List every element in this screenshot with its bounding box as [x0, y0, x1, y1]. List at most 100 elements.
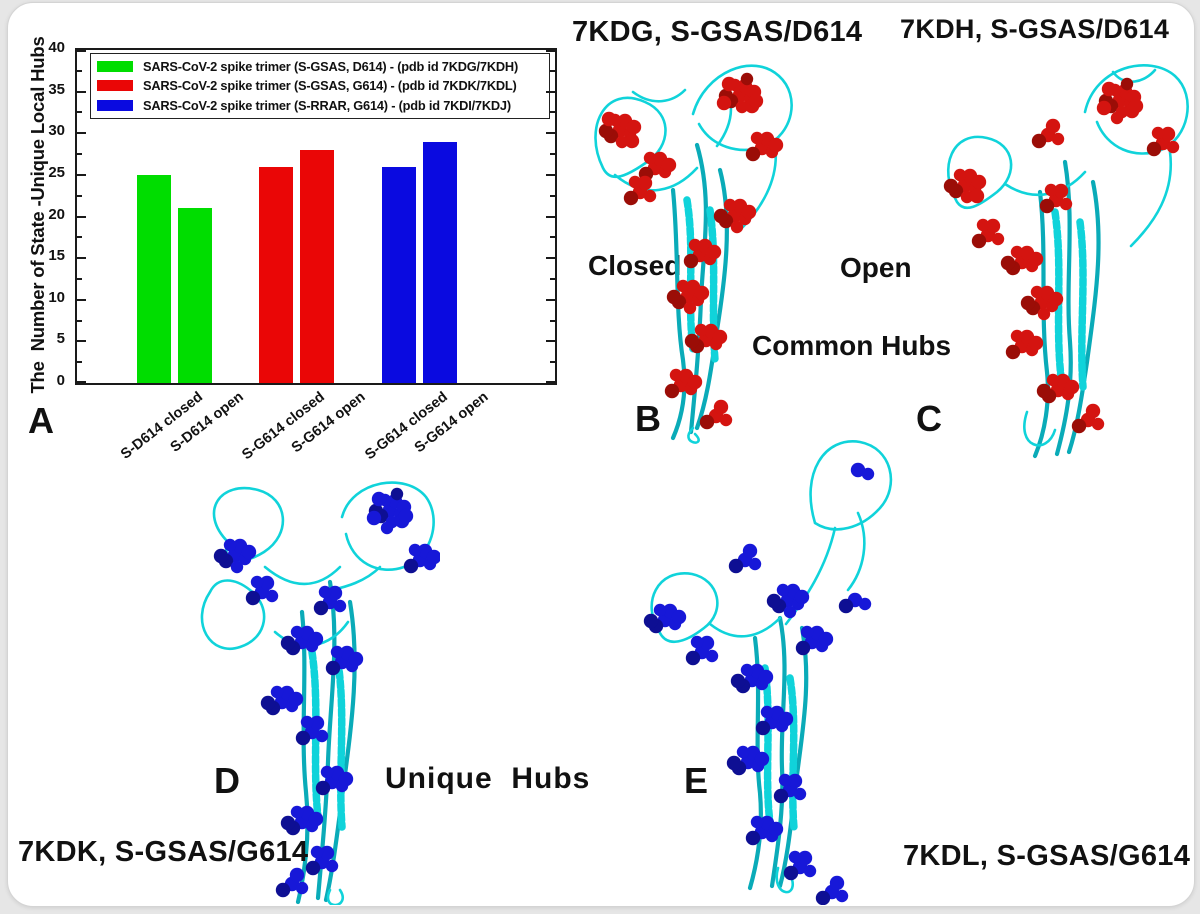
hub-sphere — [750, 131, 764, 145]
hub-sphere — [653, 603, 667, 617]
legend-row: SARS-CoV-2 spike trimer (S-GSAS, D614) -… — [97, 59, 543, 74]
y-axis-tick — [546, 90, 555, 93]
hub-sphere — [1044, 183, 1058, 197]
hub-sphere — [265, 589, 279, 603]
hub-sphere — [643, 151, 657, 165]
hub-sphere — [1128, 98, 1144, 114]
panel-c-state-label: Open — [840, 252, 912, 283]
y-tick-label: 5 — [56, 330, 65, 348]
hub-sphere — [315, 780, 331, 796]
bar-s-g614-closed-2 — [259, 166, 293, 383]
hub-sphere — [1028, 335, 1044, 351]
hub-sphere — [735, 100, 749, 114]
unique-hub-spheres — [280, 805, 324, 836]
common-hub-spheres — [666, 279, 710, 315]
ribbon-path — [786, 674, 798, 832]
ribbon-path — [761, 664, 774, 827]
hub-sphere — [794, 589, 810, 605]
hub-sphere — [788, 850, 802, 864]
common-hubs-annotation: Common Hubs — [752, 330, 952, 361]
unique-hub-spheres — [815, 875, 849, 905]
common-hub-spheres — [745, 131, 784, 162]
hub-sphere — [706, 244, 722, 260]
common-hub-spheres — [971, 218, 1005, 249]
ribbon-path — [775, 866, 794, 894]
hub-sphere — [676, 279, 690, 293]
hub-sphere — [1000, 255, 1016, 271]
legend-row: SARS-CoV-2 spike trimer (S-GSAS, G614) -… — [97, 78, 543, 93]
y-axis-tick — [77, 215, 86, 218]
hub-sphere — [1120, 77, 1134, 91]
hub-sphere — [1166, 140, 1180, 154]
hub-sphere — [943, 178, 959, 194]
y-axis-tick — [77, 257, 86, 260]
hub-sphere — [716, 95, 732, 111]
ribbon-path — [670, 187, 687, 441]
y-axis-tick — [550, 194, 555, 197]
hub-sphere — [643, 189, 657, 203]
ribbon-path — [1111, 68, 1157, 83]
hub-sphere — [1010, 245, 1024, 259]
legend-swatch — [97, 80, 133, 92]
unique-hub-spheres — [730, 663, 774, 694]
y-axis-tick — [77, 173, 86, 176]
unique-hub-spheres — [726, 745, 770, 776]
common-hub-spheres — [1071, 403, 1105, 434]
protein-structure-7kdl — [643, 440, 893, 905]
hub-sphere — [755, 720, 771, 736]
ribbon-path — [631, 88, 687, 103]
y-tick-label: 25 — [48, 163, 65, 181]
ribbon-path — [200, 579, 266, 650]
hub-sphere — [684, 333, 700, 349]
hub-sphere — [308, 631, 324, 647]
y-axis-tick — [550, 69, 555, 72]
hub-sphere — [803, 864, 817, 878]
y-axis-tick — [546, 50, 555, 52]
bar-s-g614-closed-4 — [382, 166, 416, 383]
hub-sphere — [971, 233, 987, 249]
hub-sphere — [338, 771, 354, 787]
hub-sphere — [726, 755, 742, 771]
ribbon-path — [1129, 150, 1173, 248]
ribbon-path — [594, 96, 667, 179]
y-tick-label: 15 — [48, 247, 65, 265]
y-axis-tick — [550, 319, 555, 322]
unique-hub-spheres — [305, 845, 339, 876]
hub-sphere — [713, 399, 729, 415]
y-axis-tick — [550, 277, 555, 280]
unique-hub-spheres — [325, 645, 364, 676]
hub-sphere — [280, 635, 296, 651]
hub-sphere — [694, 323, 708, 337]
hub-sphere — [723, 198, 737, 212]
ribbon-path — [330, 565, 382, 592]
hub-sphere — [795, 640, 811, 656]
hub-sphere — [309, 715, 325, 731]
y-axis-tick — [550, 236, 555, 239]
hub-sphere — [626, 119, 642, 135]
hub-sphere — [325, 660, 341, 676]
hub-sphere — [730, 220, 744, 234]
common-hub-spheres — [664, 368, 703, 399]
hub-sphere — [398, 508, 414, 524]
panel-letter-b: B — [635, 398, 661, 439]
y-axis-tick — [546, 381, 555, 383]
hub-sphere — [295, 730, 311, 746]
hub-sphere — [750, 815, 764, 829]
unique-hub-spheres — [755, 705, 794, 736]
x-tick-label: S-G614 open — [412, 389, 492, 457]
hub-sphere — [403, 558, 419, 574]
panel-letter-a: A — [28, 400, 54, 441]
ribbon-path — [1023, 410, 1057, 447]
hub-sphere — [683, 253, 699, 269]
hub-sphere — [1064, 379, 1080, 395]
hub-sphere — [1048, 291, 1064, 307]
hub-sphere — [380, 521, 394, 535]
hub-sphere — [1085, 403, 1101, 419]
hub-sphere — [330, 645, 344, 659]
hub-sphere — [991, 232, 1005, 246]
common-hub-spheres — [683, 238, 722, 269]
hub-sphere — [768, 821, 784, 837]
ribbon-path — [295, 609, 310, 905]
y-axis-tick — [546, 298, 555, 301]
hub-sphere — [390, 487, 404, 501]
